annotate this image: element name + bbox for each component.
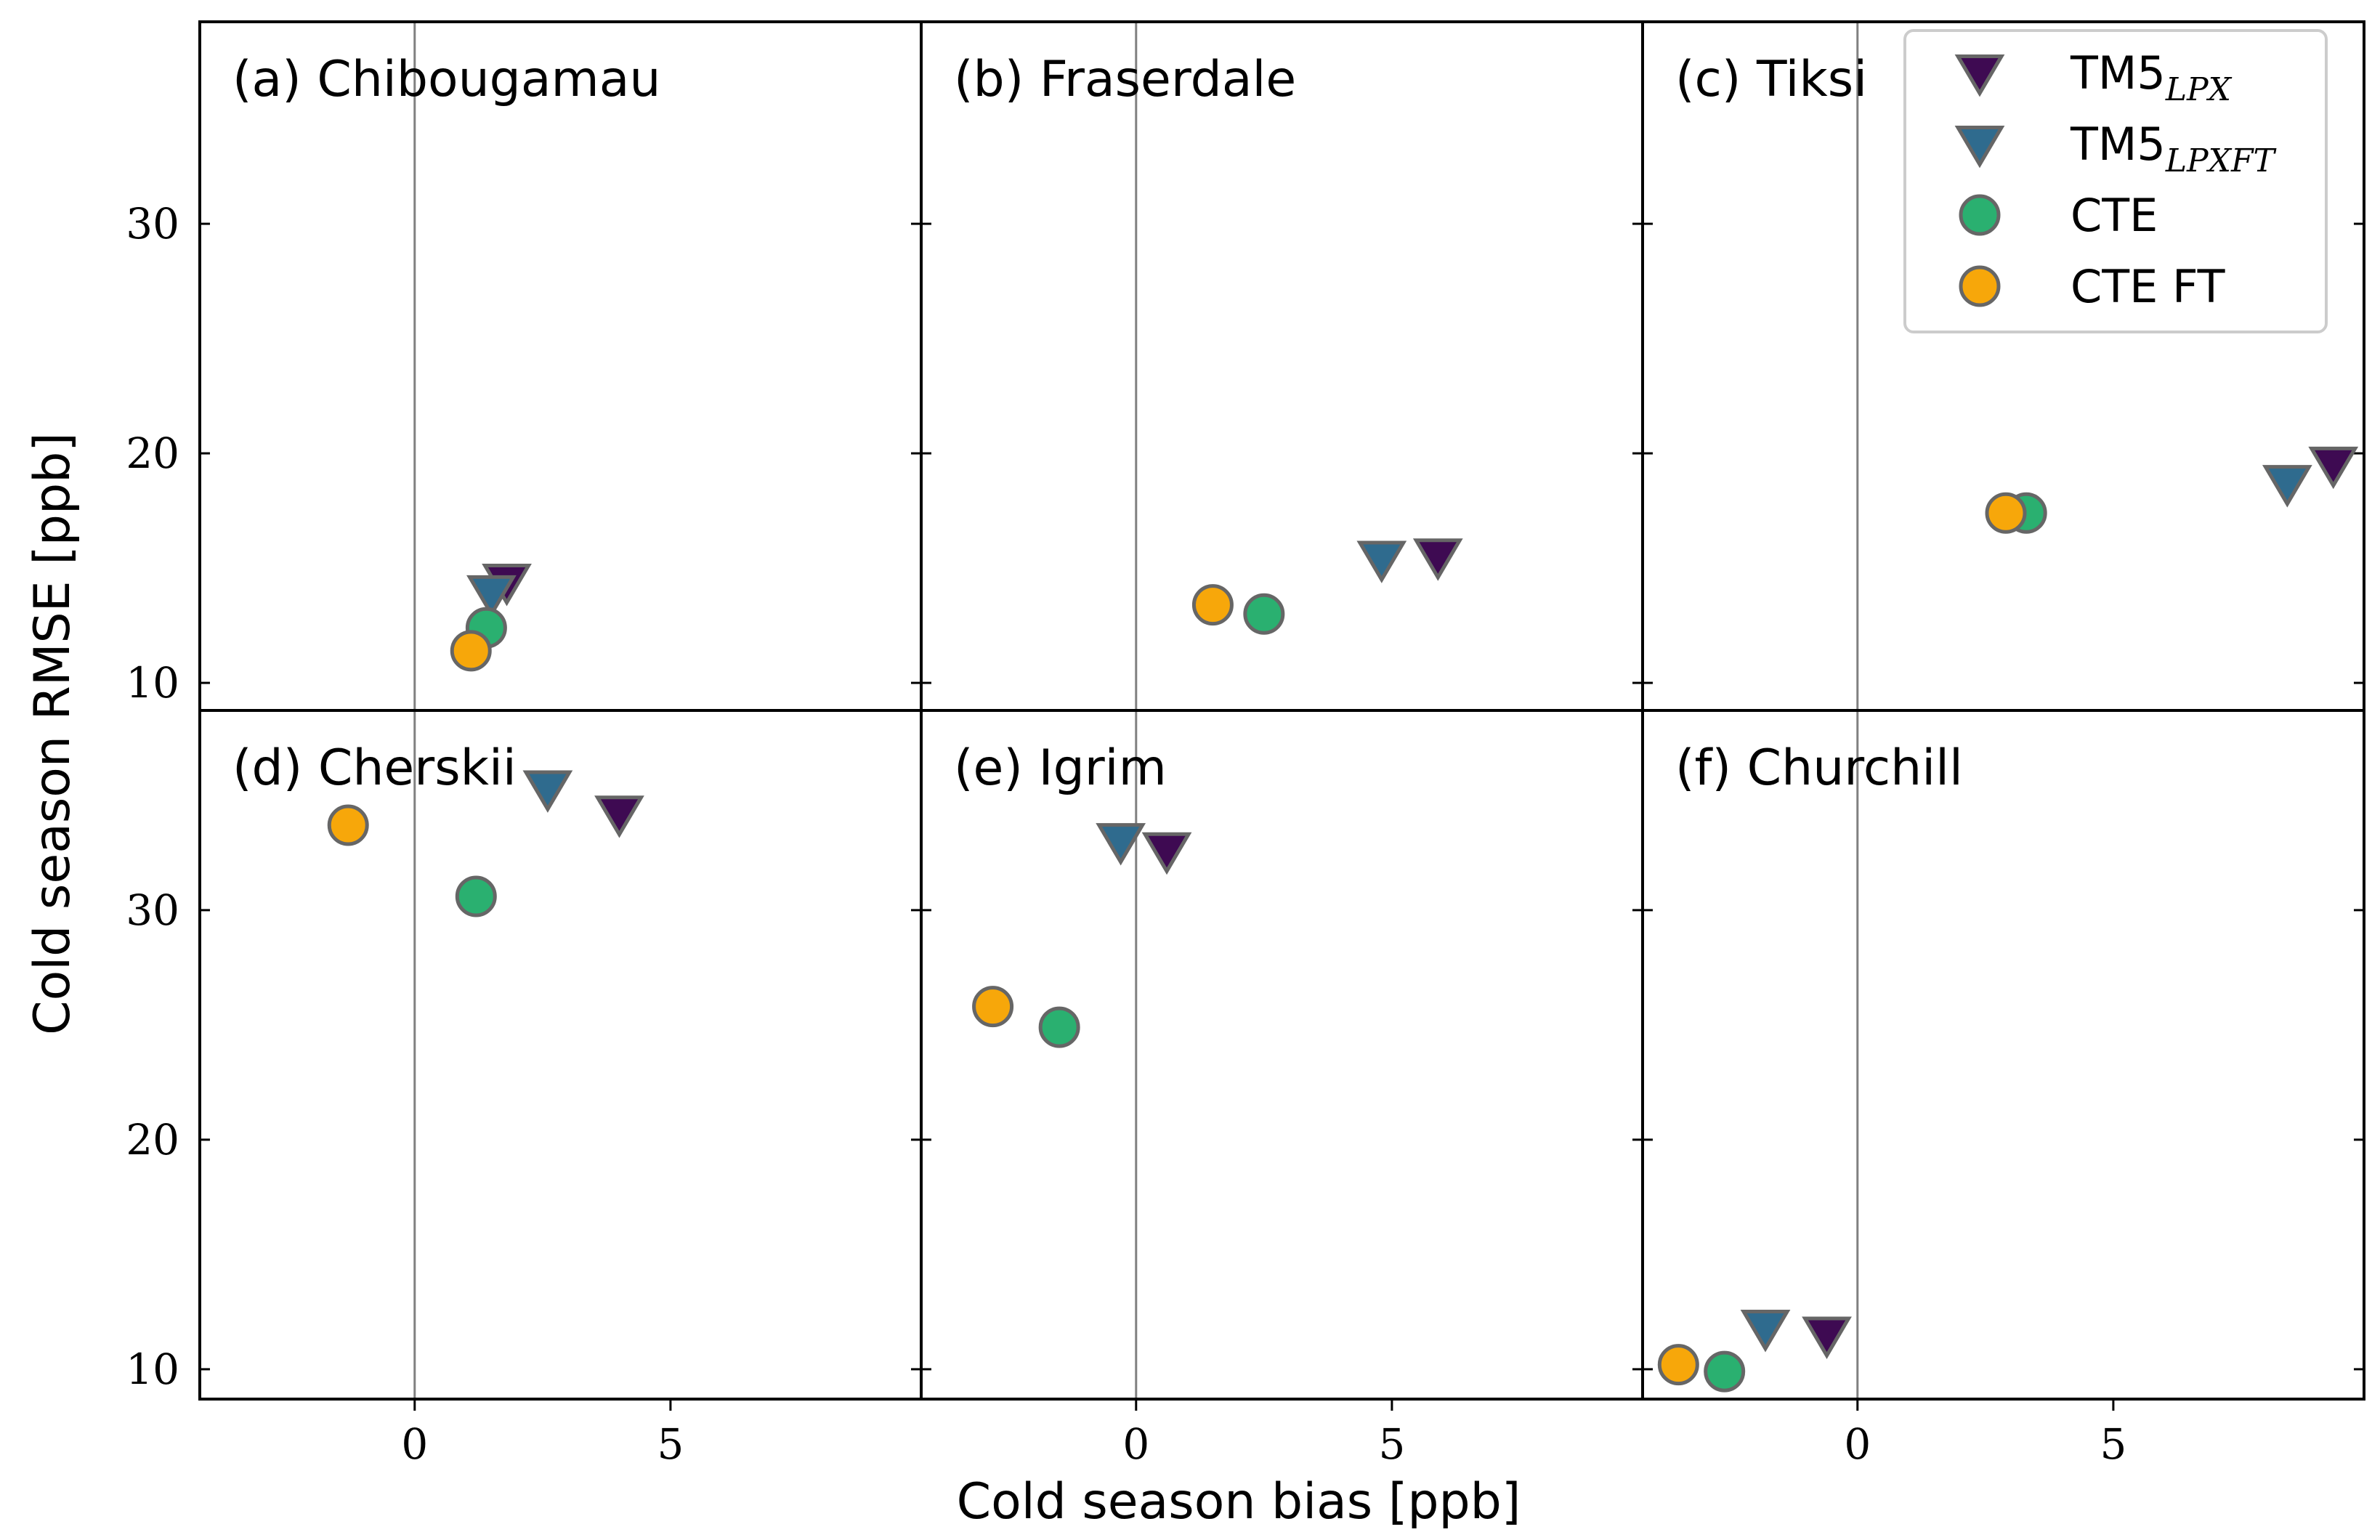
point-e-tm5-lpx <box>1141 832 1192 875</box>
point-b-tm5-lpxft <box>1356 540 1407 583</box>
panel-title-e: (e) Igrim <box>954 739 1167 797</box>
panel-e: 0 5 (e) Igrim <box>920 709 1644 1469</box>
y-axis-label: Cold season RMSE [ppb] <box>24 432 81 1035</box>
point-d-tm5-lpxft <box>522 770 573 813</box>
point-e-cte <box>1038 1006 1080 1048</box>
x-tick-label: 0 <box>1844 1419 1871 1469</box>
y-tick-label: 30 <box>126 885 179 935</box>
y-tick-label: 10 <box>126 1345 179 1394</box>
panel-title-f: (f) Churchill <box>1675 739 1963 797</box>
x-tick-label: 5 <box>657 1419 684 1469</box>
legend-marker <box>1959 194 2001 236</box>
point-b-cte-ft <box>1191 584 1234 626</box>
legend: TM5LPX TM5LPXFT CTE CTE FT <box>1903 29 2328 333</box>
y-tick-label: 30 <box>126 199 179 248</box>
point-a-tm5-lpxft <box>466 575 517 618</box>
panel-d: 10 20 30 0 5 (d) Cherskii <box>126 709 923 1469</box>
point-f-tm5-lpx <box>1802 1316 1852 1359</box>
legend-marker <box>1954 54 2005 97</box>
point-f-cte-ft <box>1657 1344 1699 1386</box>
panel-c: (c) Tiksi <box>1641 20 2365 712</box>
y-tick-label: 10 <box>126 658 179 708</box>
point-d-tm5-lpx <box>594 795 644 838</box>
x-tick-label: 0 <box>401 1419 428 1469</box>
point-b-tm5-lpx <box>1412 538 1463 581</box>
point-c-tm5-lpx <box>2308 446 2359 490</box>
legend-entry-tm5-lpx: TM5LPX <box>1954 46 2233 108</box>
panel-title-b: (b) Fraserdale <box>954 51 1296 108</box>
y-tick-label: 20 <box>126 1115 179 1164</box>
panel-title-a: (a) Chibougamau <box>232 51 661 108</box>
legend-entry-cte-ft: CTE FT <box>1959 260 2226 313</box>
point-d-cte-ft <box>327 804 369 846</box>
x-tick-label: 5 <box>2100 1419 2126 1469</box>
legend-label: TM5LPX <box>2070 46 2233 108</box>
point-e-tm5-lpxft <box>1096 823 1146 866</box>
legend-box <box>1903 29 2328 333</box>
legend-items: TM5LPX TM5LPXFT CTE CTE FT <box>1954 46 2277 313</box>
panel-title-d: (d) Cherskii <box>232 739 517 797</box>
panel-a: 10 20 30 (a) Chibougamau <box>126 20 923 712</box>
legend-marker <box>1959 265 2001 307</box>
legend-label: TM5LPXFT <box>2070 118 2277 179</box>
x-axis-label: Cold season bias [ppb] <box>957 1473 1521 1531</box>
panel-f: 0 5 (f) Churchill <box>1641 709 2365 1469</box>
point-d-cte <box>455 875 497 917</box>
point-b-cte <box>1243 593 1285 635</box>
legend-label: CTE FT <box>2071 260 2226 313</box>
point-f-cte <box>1704 1350 1746 1393</box>
point-c-cte-ft <box>1985 492 2027 534</box>
point-a-cte-ft <box>450 630 492 672</box>
point-c-tm5-lpxft <box>2262 465 2312 508</box>
panel-frame <box>1641 709 2365 1401</box>
legend-entry-cte: CTE <box>1959 189 2158 242</box>
legend-label: CTE <box>2071 189 2158 242</box>
legend-entry-tm5-lpxft: TM5LPXFT <box>1954 118 2277 179</box>
point-e-cte-ft <box>972 986 1014 1028</box>
panel-title-c: (c) Tiksi <box>1675 51 1867 108</box>
point-f-tm5-lpxft <box>1740 1310 1791 1353</box>
x-tick-label: 0 <box>1122 1419 1149 1469</box>
y-tick-label: 20 <box>126 429 179 478</box>
x-tick-label: 5 <box>1378 1419 1405 1469</box>
legend-marker <box>1954 126 2005 169</box>
panels-layer: 10 20 30 (a) Chibougamau (b) Fraserdale (c) T… <box>126 20 2365 1469</box>
